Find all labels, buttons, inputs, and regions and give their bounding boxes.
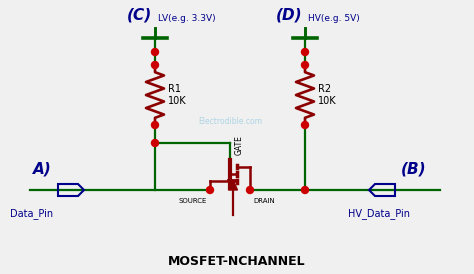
Text: DRAIN: DRAIN bbox=[253, 198, 275, 204]
Circle shape bbox=[301, 121, 309, 129]
Text: MOSFET-NCHANNEL: MOSFET-NCHANNEL bbox=[168, 255, 306, 268]
Text: HV_Data_Pin: HV_Data_Pin bbox=[348, 208, 410, 219]
Text: R2
10K: R2 10K bbox=[318, 84, 337, 106]
Text: (D): (D) bbox=[275, 8, 302, 23]
Text: GATE: GATE bbox=[235, 135, 244, 155]
Circle shape bbox=[152, 48, 158, 56]
Circle shape bbox=[301, 48, 309, 56]
Text: A): A) bbox=[33, 161, 52, 176]
Polygon shape bbox=[228, 180, 237, 190]
Text: Data_Pin: Data_Pin bbox=[10, 208, 53, 219]
Text: (B): (B) bbox=[401, 161, 427, 176]
Circle shape bbox=[152, 121, 158, 129]
Circle shape bbox=[301, 61, 309, 68]
Text: R1
10K: R1 10K bbox=[168, 84, 187, 106]
Circle shape bbox=[152, 139, 158, 147]
Text: SOURCE: SOURCE bbox=[179, 198, 207, 204]
Circle shape bbox=[246, 187, 254, 193]
Circle shape bbox=[152, 61, 158, 68]
Text: HV(e.g. 5V): HV(e.g. 5V) bbox=[308, 14, 360, 23]
Text: Electrodible.com: Electrodible.com bbox=[198, 118, 262, 127]
Circle shape bbox=[301, 187, 309, 193]
Text: LV(e.g. 3.3V): LV(e.g. 3.3V) bbox=[158, 14, 216, 23]
Text: (C): (C) bbox=[127, 8, 152, 23]
Circle shape bbox=[207, 187, 213, 193]
